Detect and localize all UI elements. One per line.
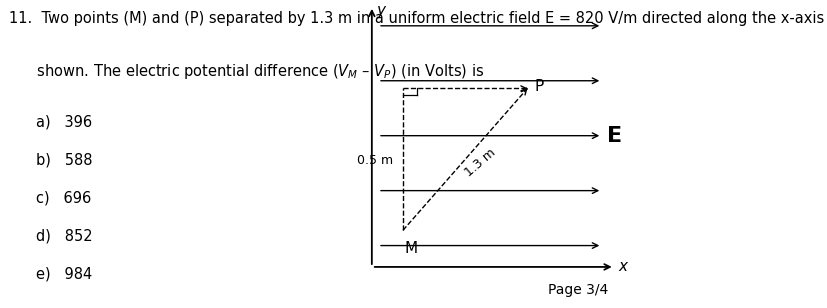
Text: c)   696: c) 696 xyxy=(36,191,91,206)
Text: d)   852: d) 852 xyxy=(36,229,92,244)
Text: x: x xyxy=(618,259,627,274)
Text: a)   396: a) 396 xyxy=(36,114,92,129)
Text: P: P xyxy=(534,79,543,94)
Text: 11.  Two points (M) and (P) separated by 1.3 m in a uniform electric field E = 8: 11. Two points (M) and (P) separated by … xyxy=(9,10,827,26)
Text: e)   984: e) 984 xyxy=(36,267,92,282)
Text: M: M xyxy=(404,241,418,256)
Text: shown. The electric potential difference ($V_M$ – $V_P$) (in Volts) is: shown. The electric potential difference… xyxy=(9,63,483,81)
Text: 0.5 m: 0.5 m xyxy=(356,154,393,167)
Text: b)   588: b) 588 xyxy=(36,152,92,168)
Text: y: y xyxy=(376,3,385,18)
Text: 1.3 m: 1.3 m xyxy=(462,146,498,179)
Text: E: E xyxy=(606,126,621,146)
Text: Page 3/4: Page 3/4 xyxy=(547,283,608,298)
